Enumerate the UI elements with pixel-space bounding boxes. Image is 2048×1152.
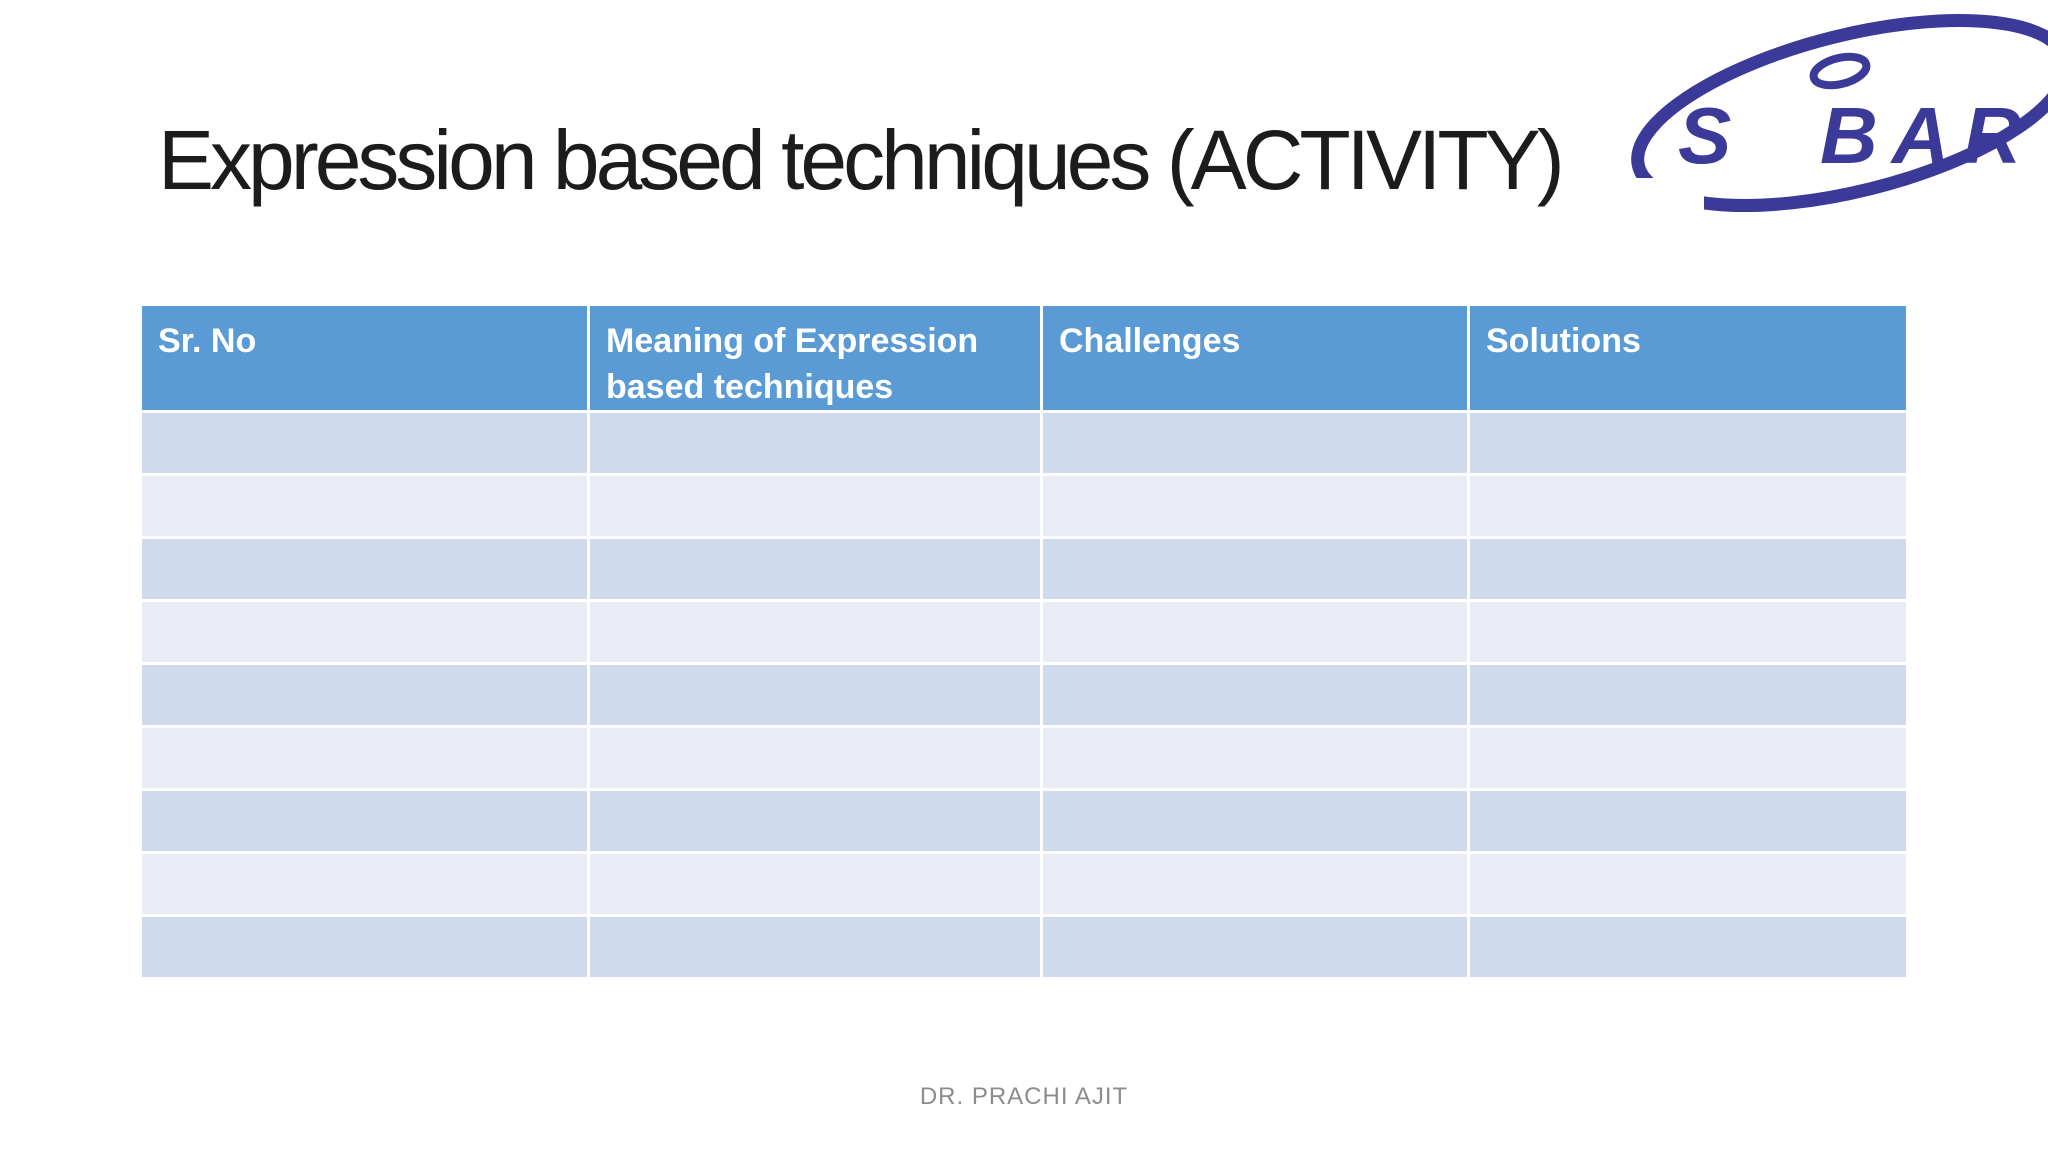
column-header-1: Sr. No: [142, 306, 587, 411]
table-cell: [1043, 602, 1467, 663]
sibar-logo: S BAR: [1612, 8, 2048, 260]
table-row: [142, 791, 1906, 852]
column-header-4: Solutions: [1470, 306, 1906, 411]
table-cell: [590, 791, 1040, 852]
table-cell: [142, 791, 587, 852]
table-cell: [1470, 539, 1906, 600]
table-cell: [1043, 539, 1467, 600]
logo-tail-mask: [1612, 178, 1704, 260]
logo-letters-bar: BAR: [1820, 91, 2035, 180]
table-row: [142, 854, 1906, 915]
sibar-logo-graphic: S BAR: [1612, 13, 2048, 260]
table-cell: [1470, 476, 1906, 537]
column-header-3: Challenges: [1043, 306, 1467, 411]
table-cell: [590, 665, 1040, 726]
logo-letter-s: S: [1678, 91, 1731, 180]
table-cell: [590, 539, 1040, 600]
table-cell: [1043, 917, 1467, 978]
table-row: [142, 917, 1906, 978]
table-row: [142, 413, 1906, 474]
table-cell: [1043, 413, 1467, 474]
logo-ring-icon: [1809, 52, 1871, 90]
table-cell: [142, 602, 587, 663]
table-cell: [1043, 665, 1467, 726]
table-cell: [590, 917, 1040, 978]
table-row: [142, 728, 1906, 789]
table-cell: [1470, 413, 1906, 474]
table-cell: [1470, 602, 1906, 663]
activity-table: Sr. No Meaning of Expression based techni…: [139, 303, 1909, 980]
table-cell: [1470, 917, 1906, 978]
table-cell: [1470, 665, 1906, 726]
table-cell: [590, 854, 1040, 915]
logo-orbit-ellipse: [1631, 13, 2048, 213]
table-cell: [1043, 728, 1467, 789]
table-cell: [142, 665, 587, 726]
table-cell: [1470, 728, 1906, 789]
table-row: [142, 476, 1906, 537]
table-cell: [1043, 854, 1467, 915]
table-cell: [142, 476, 587, 537]
table-cell: [590, 728, 1040, 789]
table-cell: [590, 413, 1040, 474]
table-cell: [142, 539, 587, 600]
table-cell: [1470, 854, 1906, 915]
table-cell: [142, 854, 587, 915]
slide-title: Expression based techniques (ACTIVITY): [158, 113, 1565, 207]
activity-table-body: [142, 413, 1906, 978]
table-cell: [1470, 791, 1906, 852]
table-cell: [1043, 476, 1467, 537]
table-row: [142, 602, 1906, 663]
table-cell: [142, 917, 587, 978]
table-cell: [590, 602, 1040, 663]
table-cell: [142, 413, 587, 474]
table-cell: [1043, 791, 1467, 852]
column-header-2: Meaning of Expression based techniques: [590, 306, 1040, 411]
activity-table-header: Sr. No Meaning of Expression based techni…: [142, 306, 1906, 411]
table-row: [142, 665, 1906, 726]
table-cell: [590, 476, 1040, 537]
table-cell: [142, 728, 587, 789]
table-row: [142, 539, 1906, 600]
header-row: Sr. No Meaning of Expression based techni…: [142, 306, 1906, 411]
footer-author: DR. PRACHI AJIT: [919, 1083, 1129, 1110]
